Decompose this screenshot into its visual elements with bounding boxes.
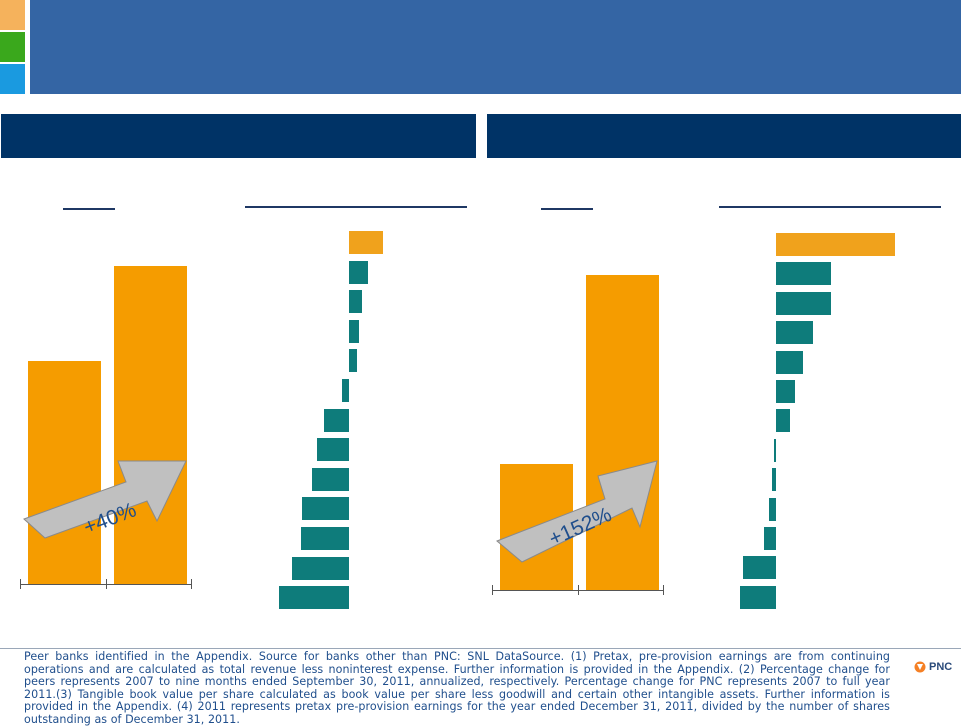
pnc-peer-bar [776,233,895,256]
peer-bar [279,586,349,610]
right-pnc-heading-underline [541,208,593,210]
peer-bar [742,556,776,580]
pnc-bar [586,275,659,590]
peer-bar [349,260,369,284]
peer-bar [776,321,813,345]
right-panel-header [487,114,961,158]
pnc-bar [114,266,187,584]
x-axis-tick [106,579,107,589]
peer-bar [349,319,359,343]
peer-bar [776,380,796,403]
left-arrow-shape [23,460,187,539]
peer-bar [342,379,349,402]
pnc-logo-icon [914,661,926,673]
pnc-logo-text: PNC [929,661,953,673]
peer-bar [349,290,362,314]
peer-bar [764,527,776,550]
left-panel-header [1,114,476,158]
right-peer-heading-underline [719,206,941,208]
peer-bar [772,468,776,492]
peer-bar [768,497,776,521]
x-axis-tick [191,579,192,589]
right-arrow-shape [496,460,658,563]
peer-bar [324,408,349,432]
pnc-logo: PNC [914,660,952,674]
x-axis-tick [663,585,664,595]
peer-bar [302,497,349,521]
footnote-text: Peer banks identified in the Appendix. S… [24,650,890,726]
pnc-peer-bar [349,231,383,254]
peer-bar [312,467,349,491]
peer-bar [776,409,791,433]
peer-bar [776,350,804,374]
brand-square-blue [0,64,25,94]
peer-bar [349,349,358,373]
x-axis-tick [492,585,493,595]
peer-bar [774,438,776,462]
brand-square-orange [0,0,25,30]
pnc-bar [28,361,101,584]
brand-square-green [0,32,25,62]
left-pnc-heading-underline [63,208,115,210]
peer-bar [740,585,776,609]
x-axis-tick [20,579,21,589]
title-bar [30,0,961,94]
peer-bar [776,291,831,315]
peer-bar [300,527,349,550]
peer-bar [776,262,831,286]
peer-bar [317,438,349,462]
peer-bar [292,556,349,580]
left-peer-heading-underline [245,206,467,208]
footer-rule [0,648,961,649]
x-axis-tick [578,585,579,595]
